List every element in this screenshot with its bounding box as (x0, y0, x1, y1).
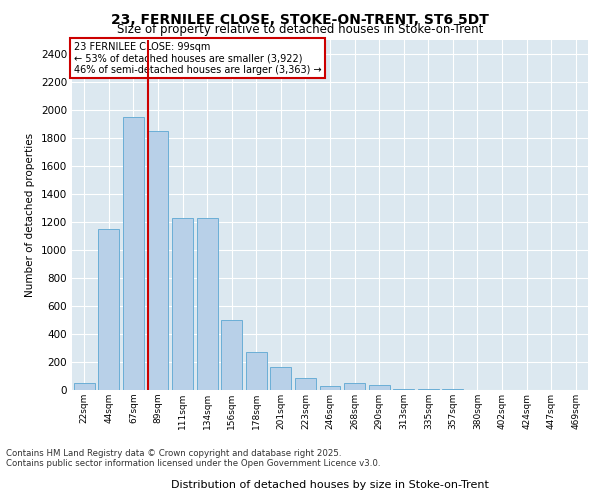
Bar (271, 367, 292, 390)
Bar (368, 385, 389, 390)
Y-axis label: Number of detached properties: Number of detached properties (25, 133, 35, 297)
Bar (98, 229, 119, 390)
Text: 23 FERNILEE CLOSE: 99sqm
← 53% of detached houses are smaller (3,922)
46% of sem: 23 FERNILEE CLOSE: 99sqm ← 53% of detach… (74, 42, 321, 75)
Text: Contains public sector information licensed under the Open Government Licence v3: Contains public sector information licen… (6, 458, 380, 468)
Bar (246, 352, 267, 390)
Text: Contains HM Land Registry data © Crown copyright and database right 2025.: Contains HM Land Registry data © Crown c… (6, 448, 341, 458)
Text: Distribution of detached houses by size in Stoke-on-Trent: Distribution of detached houses by size … (171, 480, 489, 490)
Bar (221, 320, 242, 390)
Bar (320, 386, 340, 390)
Bar (295, 378, 316, 390)
Text: Size of property relative to detached houses in Stoke-on-Trent: Size of property relative to detached ho… (117, 22, 483, 36)
Bar (344, 383, 365, 390)
Text: 23, FERNILEE CLOSE, STOKE-ON-TRENT, ST6 5DT: 23, FERNILEE CLOSE, STOKE-ON-TRENT, ST6 … (111, 12, 489, 26)
Bar (393, 388, 414, 390)
Bar (197, 218, 218, 390)
Bar (123, 117, 144, 390)
Bar (172, 218, 193, 390)
Bar (74, 383, 95, 390)
Bar (148, 131, 169, 390)
